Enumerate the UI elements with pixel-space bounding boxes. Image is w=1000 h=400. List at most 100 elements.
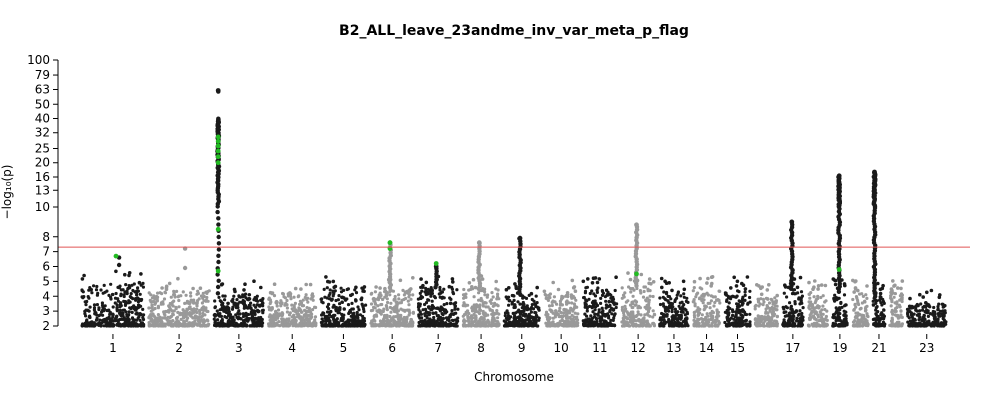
data-point — [124, 283, 128, 287]
data-point — [610, 323, 614, 327]
data-point — [354, 285, 358, 290]
data-point — [216, 216, 221, 221]
data-point — [473, 285, 478, 290]
data-point — [839, 324, 843, 328]
data-point — [793, 302, 797, 306]
data-point — [516, 310, 520, 314]
flagged-point — [215, 268, 221, 274]
data-point — [546, 313, 550, 317]
data-point — [335, 322, 339, 326]
data-point — [114, 291, 118, 296]
data-point — [622, 316, 627, 320]
data-point — [385, 305, 389, 309]
data-point — [732, 275, 736, 280]
data-point — [171, 319, 175, 323]
data-point — [290, 303, 294, 307]
data-point — [609, 318, 613, 322]
data-point — [216, 259, 221, 265]
data-point — [534, 304, 538, 309]
data-point — [759, 286, 763, 291]
data-point — [213, 299, 217, 303]
data-point — [801, 315, 805, 319]
data-point — [835, 298, 839, 302]
data-point — [691, 289, 695, 293]
data-point — [226, 307, 230, 311]
data-point — [628, 277, 633, 282]
data-point — [327, 313, 332, 317]
data-point — [521, 300, 525, 305]
data-point — [814, 299, 818, 303]
data-point — [111, 305, 115, 309]
data-point — [507, 322, 511, 326]
data-point — [428, 324, 432, 328]
data-point — [874, 312, 878, 317]
data-point — [439, 324, 444, 328]
data-point — [595, 280, 600, 285]
data-point — [327, 293, 331, 298]
data-point — [879, 301, 883, 305]
data-point — [185, 318, 189, 323]
data-point — [815, 321, 819, 325]
data-point — [183, 323, 187, 327]
data-point — [692, 310, 696, 315]
data-point — [124, 301, 128, 305]
flagged-point — [215, 148, 221, 154]
data-point — [586, 277, 590, 281]
data-point — [880, 311, 884, 315]
data-point — [521, 296, 525, 300]
data-point — [926, 314, 931, 318]
data-point — [798, 317, 802, 321]
data-point — [856, 313, 861, 317]
data-point — [124, 320, 128, 324]
data-point — [534, 322, 538, 326]
data-point — [556, 324, 560, 328]
data-point — [149, 324, 153, 328]
data-point — [130, 316, 135, 320]
data-point — [552, 295, 557, 299]
data-point — [139, 283, 143, 287]
data-point — [835, 316, 840, 320]
data-point — [682, 287, 687, 292]
data-point — [834, 306, 838, 310]
data-point — [327, 318, 331, 322]
data-point — [175, 318, 179, 322]
data-point — [516, 300, 520, 304]
data-point — [800, 323, 805, 327]
data-point — [259, 303, 263, 307]
data-point — [84, 303, 88, 307]
data-point — [938, 324, 942, 328]
data-point — [924, 301, 928, 305]
data-point — [591, 320, 595, 324]
data-point — [551, 299, 555, 303]
data-point — [126, 287, 130, 291]
data-point — [907, 316, 911, 320]
data-point — [128, 295, 132, 299]
data-point — [135, 311, 139, 315]
data-point — [359, 297, 363, 301]
data-point — [496, 320, 500, 324]
data-point — [445, 318, 449, 322]
data-point — [297, 294, 301, 298]
data-point — [727, 323, 731, 327]
data-point — [254, 305, 258, 309]
data-point — [153, 302, 157, 306]
data-point — [824, 299, 828, 303]
data-point — [378, 295, 382, 299]
data-point — [551, 280, 555, 285]
data-point — [643, 313, 647, 317]
data-point — [599, 315, 603, 319]
data-point — [133, 290, 137, 294]
data-point — [853, 287, 858, 291]
data-point — [257, 309, 261, 313]
data-point — [838, 312, 842, 316]
data-point — [337, 307, 342, 311]
data-point — [765, 288, 770, 292]
data-point — [402, 319, 406, 323]
data-point — [569, 317, 573, 321]
data-point — [485, 295, 489, 299]
data-point — [521, 310, 525, 314]
data-point — [438, 285, 442, 290]
data-point — [389, 301, 393, 305]
data-point — [139, 324, 143, 328]
data-point — [660, 285, 664, 290]
